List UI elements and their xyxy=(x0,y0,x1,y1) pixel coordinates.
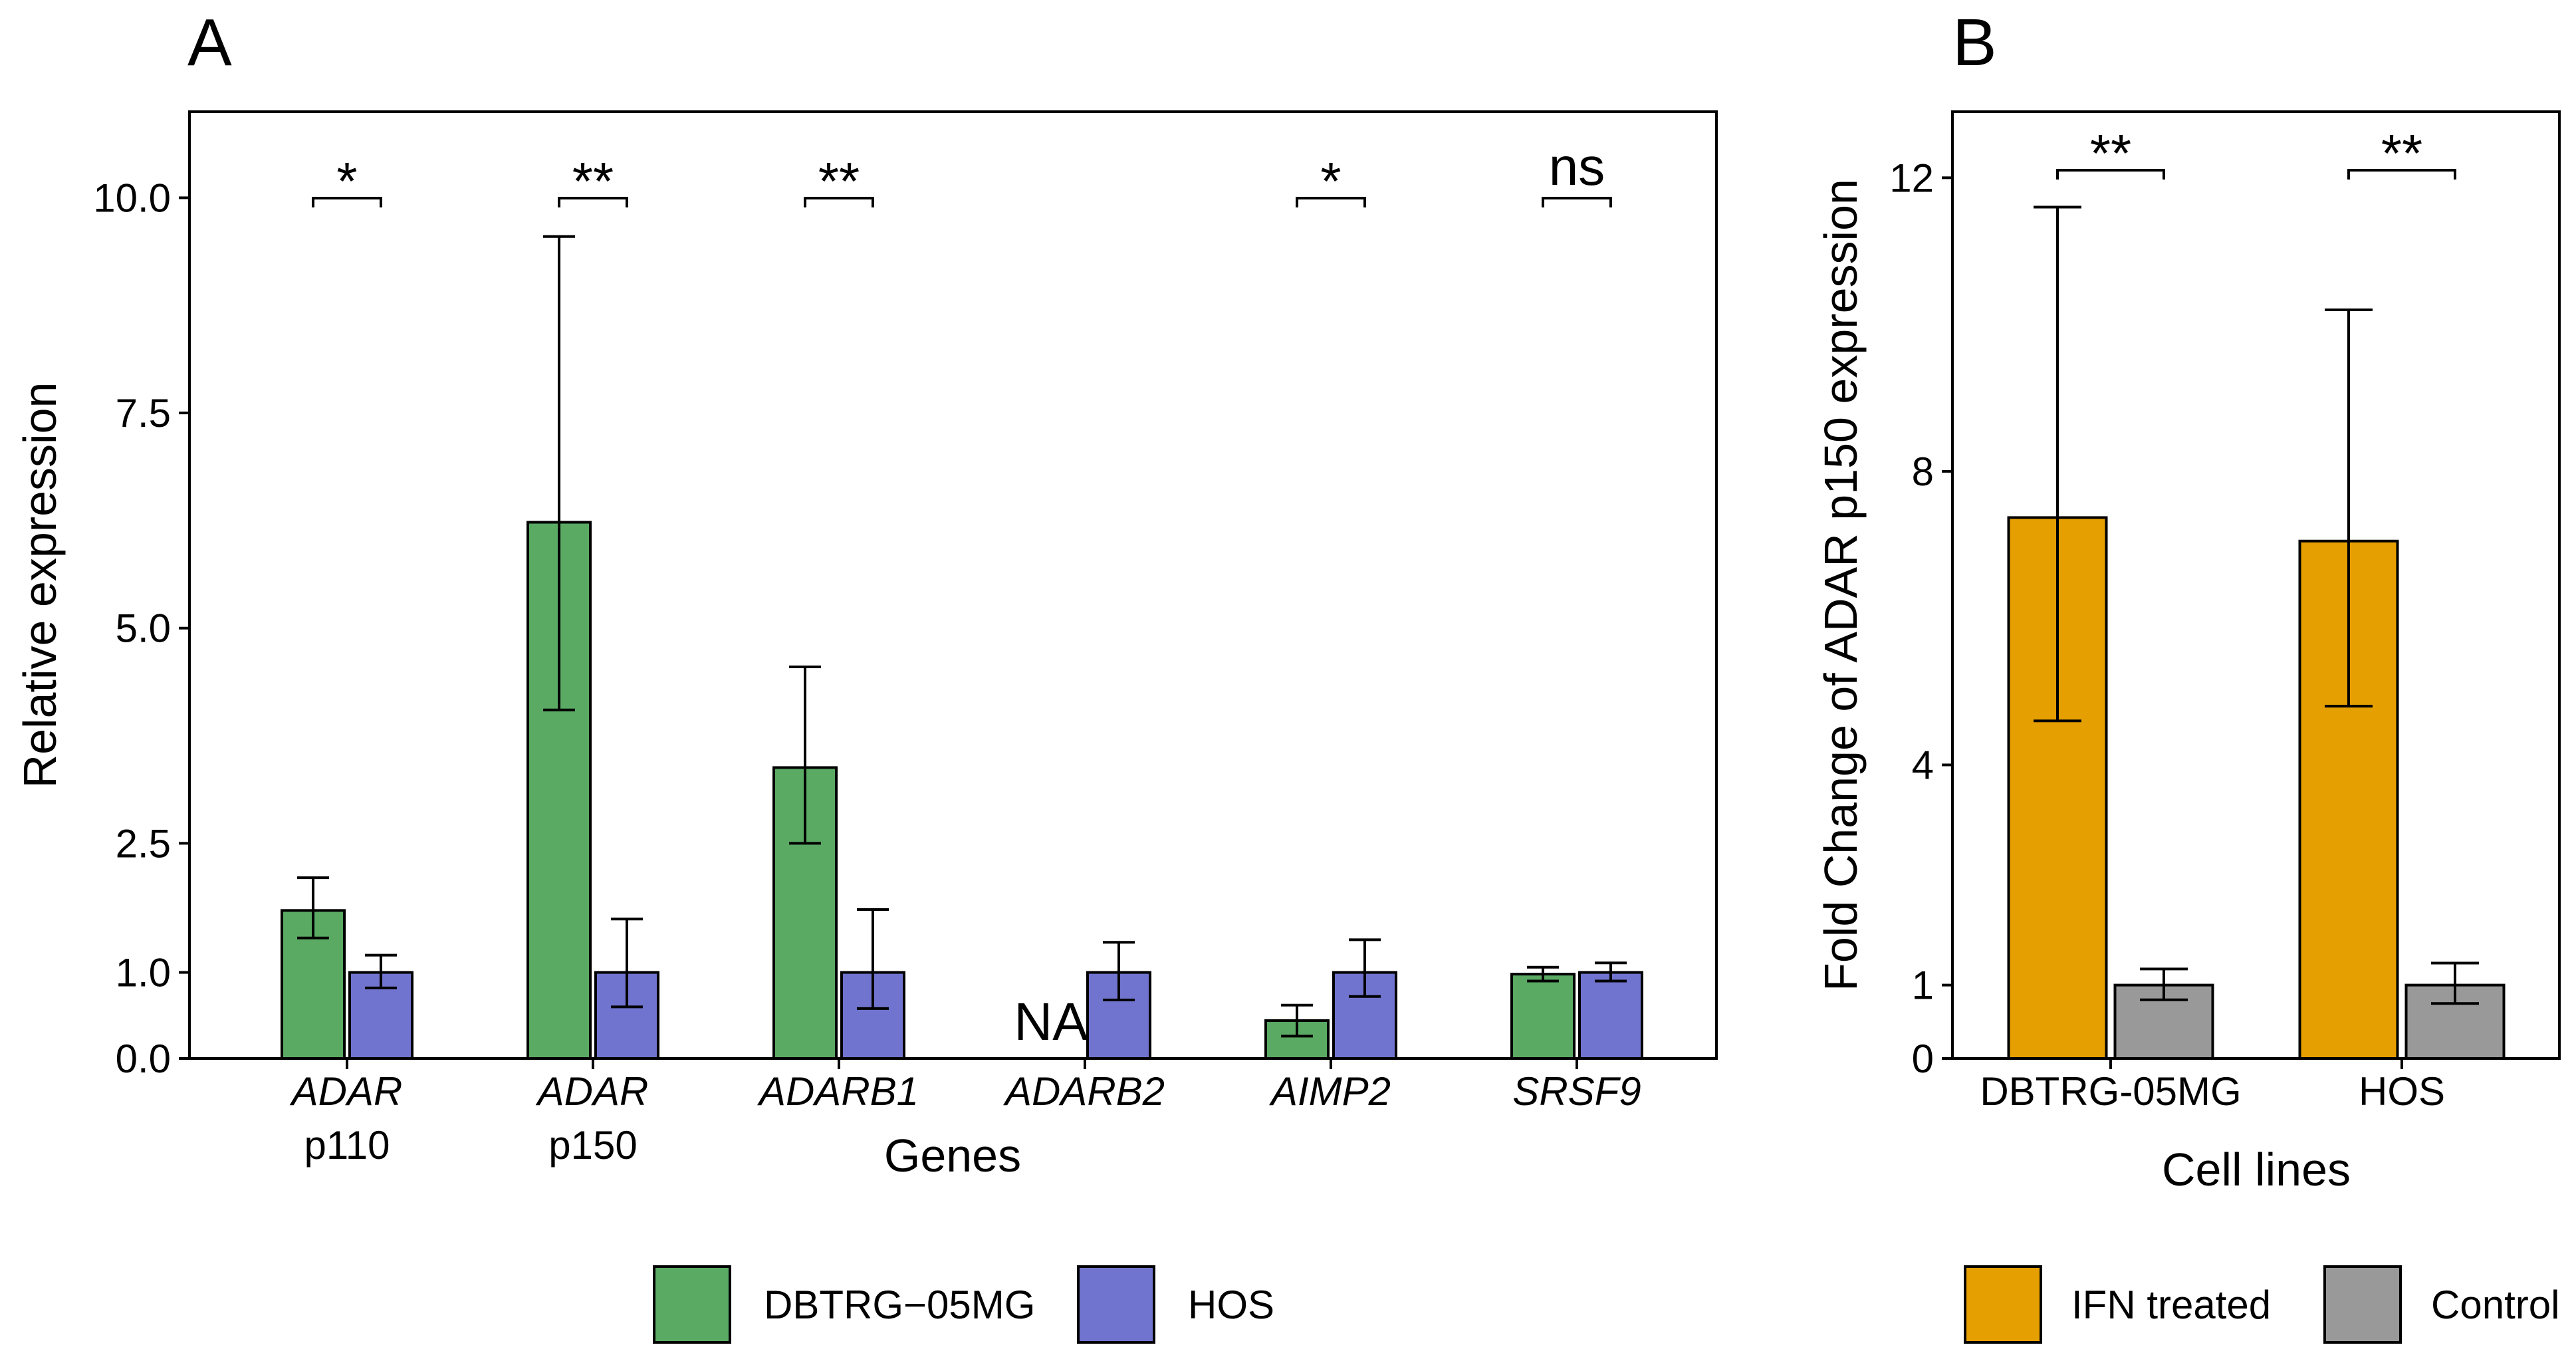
y-axis-title: Fold Change of ADAR p150 expression xyxy=(1815,179,1867,991)
y-tick-label: 5.0 xyxy=(116,606,171,651)
y-tick-label: 7.5 xyxy=(116,391,171,435)
significance-label: * xyxy=(1320,152,1341,211)
panel-a-letter: A xyxy=(187,5,232,80)
panel-a-chart: 0.0 1.0 2.5 5.0 7.5 10.0 ADAR p110 ADAR p150 ADARB… xyxy=(14,110,1718,1344)
significance-label: ** xyxy=(2090,124,2131,183)
significance-bracket xyxy=(804,197,874,207)
panel-b-letter: B xyxy=(1952,5,1997,80)
bar xyxy=(1578,971,1643,1060)
y-tick-label: 0.0 xyxy=(116,1037,171,1081)
x-tick-label-gene: ADAR xyxy=(536,1069,649,1114)
significance-bracket xyxy=(558,197,628,207)
x-tick-label-gene: AIMP2 xyxy=(1269,1069,1391,1114)
panel-b-plot-border xyxy=(1951,110,2561,1060)
legend-swatch xyxy=(1077,1265,1155,1344)
y-tick-label: 4 xyxy=(1912,743,1934,787)
x-tick-label-gene: ADARB2 xyxy=(1003,1069,1165,1114)
x-axis-title: Cell lines xyxy=(2162,1144,2351,1195)
legend-label: IFN treated xyxy=(2071,1283,2271,1327)
x-tick-label: DBTRG-05MG xyxy=(1980,1069,2241,1114)
y-tick-label: 2.5 xyxy=(116,821,171,866)
x-tick-label-isoform: p110 xyxy=(304,1123,390,1168)
x-tick-label-gene: ADARB1 xyxy=(757,1069,919,1114)
significance-label: ** xyxy=(2381,124,2422,183)
significance-bracket xyxy=(2347,169,2456,180)
significance-label: ns xyxy=(1549,137,1605,196)
legend-swatch xyxy=(653,1265,731,1344)
x-tick-label-gene: ADAR xyxy=(290,1069,403,1114)
x-tick-label-isoform: p150 xyxy=(548,1123,637,1168)
x-tick-label-gene: SRSF9 xyxy=(1512,1069,1641,1114)
y-tick-label: 1 xyxy=(1912,963,1934,1008)
y-axis-title: Relative expression xyxy=(14,382,66,789)
significance-label: ** xyxy=(818,152,860,211)
x-tick-label: HOS xyxy=(2359,1069,2445,1114)
panel-a-plot-border xyxy=(188,110,1718,1060)
legend-label: HOS xyxy=(1188,1283,1274,1327)
significance-label: ** xyxy=(572,152,614,211)
y-tick-label: 8 xyxy=(1912,449,1934,494)
legend-swatch xyxy=(2323,1265,2402,1344)
significance-label: * xyxy=(336,152,357,211)
significance-bracket xyxy=(312,197,382,207)
x-axis-title: Genes xyxy=(884,1130,1021,1181)
significance-bracket xyxy=(1542,197,1612,207)
legend-swatch xyxy=(1964,1265,2042,1344)
legend-label: DBTRG−05MG xyxy=(764,1283,1035,1327)
y-tick-label: 12 xyxy=(1889,156,1934,200)
significance-bracket xyxy=(2056,169,2165,180)
y-tick-label: 10.0 xyxy=(93,176,171,220)
na-label: NA xyxy=(1014,992,1088,1051)
y-tick-label: 1.0 xyxy=(116,951,171,995)
panel-b-chart: 0 1 4 8 12 DBTRG-05MG HOS ** ** Cell lines Fold Ch… xyxy=(1815,110,2561,1344)
significance-bracket xyxy=(1296,197,1366,207)
y-tick-label: 0 xyxy=(1912,1037,1934,1081)
legend-label: Control xyxy=(2431,1283,2559,1327)
bar xyxy=(1510,973,1576,1060)
